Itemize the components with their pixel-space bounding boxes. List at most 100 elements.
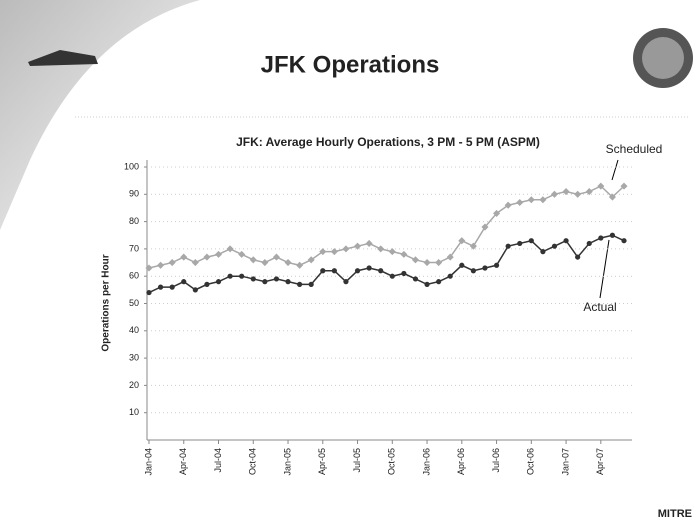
slide-title: JFK Operations [261, 51, 440, 78]
data-point [343, 279, 349, 285]
data-point [238, 250, 246, 258]
data-point [493, 209, 501, 217]
data-point [505, 243, 511, 249]
x-tick-label: Apr-07 [595, 448, 605, 475]
data-point [597, 182, 605, 190]
data-point [331, 268, 337, 274]
y-axis-label: Operations per Hour [101, 254, 112, 351]
data-point [459, 262, 465, 268]
annotation-arrow [599, 239, 610, 299]
x-tick-label: Jan-04 [143, 448, 153, 476]
data-point [517, 240, 523, 247]
data-point [365, 239, 373, 247]
x-tick-label: Oct-04 [248, 448, 258, 475]
data-point [469, 242, 477, 250]
data-point [527, 196, 535, 204]
data-point [378, 268, 384, 274]
data-point [436, 279, 442, 285]
data-point [482, 265, 488, 271]
data-point [226, 245, 234, 253]
annotation: Actual [583, 300, 616, 314]
data-point [249, 256, 257, 264]
data-point [563, 238, 569, 244]
data-point [181, 279, 187, 285]
data-point [191, 259, 199, 267]
data-point [551, 243, 558, 249]
data-point [470, 268, 476, 274]
x-tick-label: Jul-05 [352, 448, 362, 473]
data-point [400, 250, 408, 258]
data-point [168, 259, 176, 267]
data-point [272, 253, 280, 261]
data-point [273, 276, 280, 282]
faa-seal-inner [642, 37, 684, 79]
data-point [620, 182, 628, 190]
data-point [180, 253, 188, 261]
data-point [192, 287, 198, 293]
data-point [411, 256, 419, 264]
data-point [562, 188, 570, 196]
data-point [330, 248, 338, 256]
data-point [284, 259, 292, 267]
annotation: Scheduled [606, 142, 663, 156]
chart-title: JFK: Average Hourly Operations, 3 PM - 5… [236, 135, 540, 149]
aircraft-logo [28, 50, 98, 66]
data-point [389, 273, 395, 279]
data-point [157, 261, 165, 269]
data-point [145, 264, 153, 272]
data-point [250, 276, 256, 282]
data-point [609, 232, 616, 238]
data-point [366, 265, 372, 271]
data-point [157, 284, 164, 290]
x-tick-label: Jan-06 [421, 448, 431, 476]
data-point [215, 279, 222, 285]
data-point [227, 273, 233, 279]
data-point [493, 262, 500, 268]
x-tick-label: Jul-06 [491, 448, 501, 473]
data-point [262, 279, 268, 285]
y-tick-label: 20 [129, 380, 139, 390]
y-tick-label: 80 [129, 216, 139, 226]
data-point [586, 240, 592, 247]
data-point [401, 270, 407, 277]
x-tick-label: Oct-06 [526, 448, 536, 475]
y-tick-label: 50 [129, 298, 139, 308]
data-point [447, 273, 453, 279]
x-tick-label: Jan-05 [282, 448, 292, 476]
data-point [621, 238, 627, 244]
data-point [539, 196, 547, 204]
x-tick-label: Apr-06 [456, 448, 466, 475]
x-tick-label: Jan-07 [560, 448, 570, 476]
data-point [574, 190, 582, 198]
data-point [540, 249, 546, 255]
data-point [297, 281, 303, 287]
data-point [214, 250, 223, 258]
y-tick-label: 30 [129, 352, 139, 362]
data-point [377, 245, 385, 253]
data-point [203, 253, 211, 261]
annotation-arrow [611, 159, 619, 181]
data-point [204, 281, 210, 287]
corner-decoration [0, 0, 200, 230]
data-point [528, 238, 534, 244]
data-point [146, 289, 152, 296]
data-point [550, 190, 559, 198]
y-tick-label: 70 [129, 243, 139, 253]
y-tick-label: 40 [129, 325, 139, 335]
y-tick-label: 60 [129, 271, 139, 281]
y-tick-label: 90 [129, 189, 139, 199]
x-tick-label: Oct-05 [387, 448, 397, 475]
data-point [169, 284, 175, 290]
data-point [598, 235, 604, 241]
data-point [435, 259, 443, 267]
data-point [424, 281, 430, 287]
data-point [458, 237, 466, 245]
data-point [354, 242, 362, 250]
data-point [516, 198, 524, 207]
footer-logo: MITRE [658, 508, 692, 520]
y-tick-label: 100 [124, 161, 139, 171]
data-point [446, 253, 454, 261]
data-point [575, 254, 581, 260]
data-point [481, 223, 489, 231]
